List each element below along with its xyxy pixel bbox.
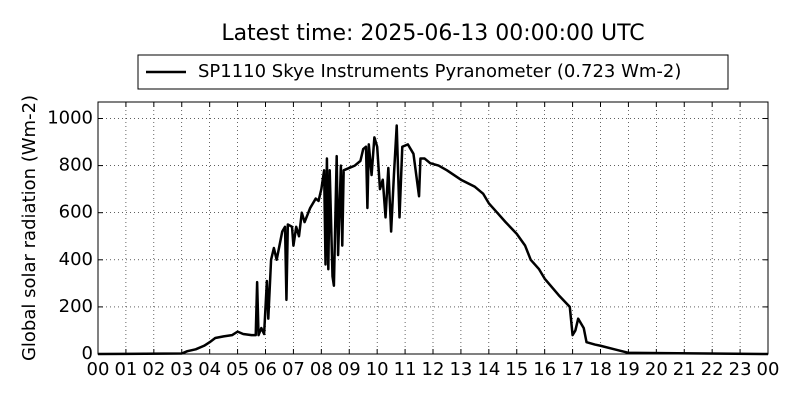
y-axis-label: Global solar radiation (Wm-2) <box>19 95 40 361</box>
x-tick-label: 00 <box>757 359 780 380</box>
x-tick-label: 00 <box>87 359 110 380</box>
x-tick-label: 22 <box>701 359 724 380</box>
x-tick-label: 17 <box>561 359 584 380</box>
x-tick-label: 23 <box>729 359 752 380</box>
x-tick-label: 04 <box>198 359 221 380</box>
x-tick-label: 12 <box>422 359 445 380</box>
y-tick-label: 0 <box>82 343 93 364</box>
x-tick-label: 03 <box>170 359 193 380</box>
x-tick-label: 16 <box>533 359 556 380</box>
y-tick-label: 800 <box>59 155 93 176</box>
legend-box <box>137 54 729 90</box>
plot-frame <box>97 101 769 355</box>
x-tick-label: 18 <box>589 359 612 380</box>
x-tick-label: 07 <box>282 359 305 380</box>
x-tick-label: 13 <box>449 359 472 380</box>
y-tick-label: 1000 <box>47 107 93 128</box>
x-tick-label: 05 <box>226 359 249 380</box>
y-tick-label: 400 <box>59 249 93 270</box>
x-tick-label: 15 <box>505 359 528 380</box>
x-tick-label: 20 <box>645 359 668 380</box>
x-tick-label: 10 <box>366 359 389 380</box>
x-tick-label: 21 <box>673 359 696 380</box>
chart-title: Latest time: 2025-06-13 00:00:00 UTC <box>221 21 644 46</box>
x-tick-label: 09 <box>338 359 361 380</box>
x-tick-label: 14 <box>477 359 500 380</box>
x-tick-label: 19 <box>617 359 640 380</box>
legend-label: SP1110 Skye Instruments Pyranometer (0.7… <box>198 61 681 82</box>
y-tick-label: 200 <box>59 296 93 317</box>
x-tick-label: 06 <box>254 359 277 380</box>
x-tick-label: 02 <box>142 359 165 380</box>
x-tick-label: 01 <box>114 359 137 380</box>
x-tick-label: 08 <box>310 359 333 380</box>
y-tick-label: 600 <box>59 202 93 223</box>
x-tick-label: 11 <box>394 359 417 380</box>
data-line <box>97 124 769 356</box>
